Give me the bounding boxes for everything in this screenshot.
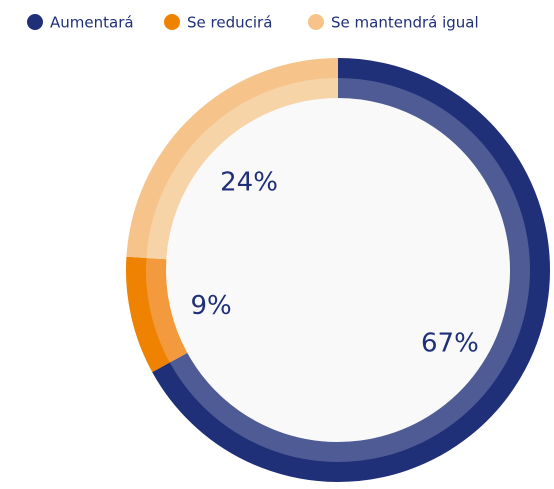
legend-label: Se reducirá [187, 14, 272, 32]
donut-segment-outer [126, 256, 172, 373]
legend-swatch [27, 14, 43, 30]
data-label: 24% [220, 168, 278, 198]
legend-swatch [164, 14, 180, 30]
donut-segment-outer [152, 58, 550, 482]
legend-label: Aumentará [50, 14, 134, 32]
data-label: 9% [191, 291, 232, 321]
donut-segment-inner [146, 257, 188, 363]
legend-swatch [308, 14, 324, 30]
donut-segment-inner [146, 78, 339, 260]
donut-hole [162, 94, 514, 446]
legend-label: Se mantendrá igual [331, 14, 479, 32]
donut-segment-inner [169, 78, 530, 462]
donut-segment-outer [126, 58, 339, 259]
data-label: 67% [421, 329, 479, 359]
